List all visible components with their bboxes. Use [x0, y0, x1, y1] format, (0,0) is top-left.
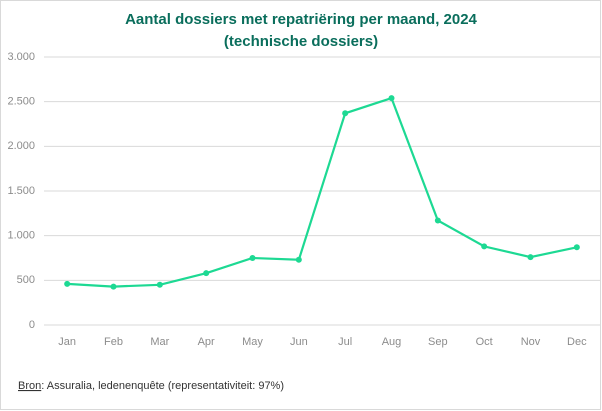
chart-title: Aantal dossiers met repatriëring per maa… [125, 11, 477, 28]
point [156, 281, 163, 288]
point [388, 95, 395, 102]
x-tick-label: May [242, 336, 263, 348]
point [249, 255, 256, 261]
point [342, 110, 349, 117]
x-tick-label: Feb [104, 336, 123, 348]
y-tick-label: 2.500 [7, 96, 35, 108]
source-label: Bron [18, 380, 41, 392]
y-tick-label: 3.000 [7, 51, 35, 63]
x-tick-label: Mar [150, 336, 169, 348]
y-tick-label: 1.500 [7, 185, 35, 197]
y-tick-label: 2.000 [7, 140, 35, 152]
x-tick-label: Aug [382, 336, 402, 348]
x-tick-label: Oct [476, 336, 493, 348]
x-tick-label: Jul [338, 336, 352, 348]
x-tick-label: Jun [290, 336, 308, 348]
chart-subtitle: (technische dossiers) [224, 33, 378, 50]
point [203, 270, 210, 277]
point [481, 243, 488, 250]
point [434, 217, 441, 224]
point [64, 280, 71, 287]
source-text: : Assuralia, ledenenquête (representativ… [41, 380, 284, 392]
line [67, 96, 578, 288]
x-tick-label: Jan [58, 336, 76, 348]
y-tick-label: 0 [29, 319, 35, 331]
point [295, 256, 302, 263]
y-tick-label: 500 [17, 274, 35, 286]
x-tick-label: Dec [567, 336, 587, 348]
x-tick-label: Apr [198, 336, 215, 348]
x-tick-label: Sep [428, 336, 448, 348]
point [110, 283, 117, 290]
x-tick-label: Nov [521, 336, 541, 348]
y-tick-label: 1.000 [7, 230, 35, 242]
point [573, 244, 580, 251]
point [527, 254, 534, 261]
source: Bron: Assuralia, ledenenquête (represent… [18, 380, 284, 392]
